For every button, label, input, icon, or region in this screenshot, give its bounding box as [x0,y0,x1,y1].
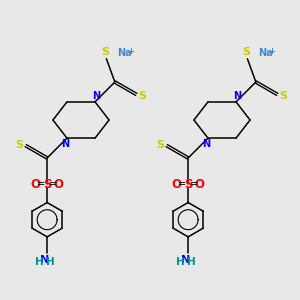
Text: =: = [178,179,187,189]
Text: N: N [202,139,211,149]
Text: H: H [35,257,44,267]
Text: S: S [43,178,51,191]
Text: N: N [61,139,70,149]
Text: H: H [176,257,185,267]
Text: S: S [280,91,288,101]
Text: +: + [127,47,134,56]
Text: O: O [31,178,41,191]
Text: S: S [15,140,23,150]
Text: S: S [101,47,109,57]
Text: H: H [188,257,196,267]
Text: O: O [194,178,205,191]
Text: =: = [190,179,198,189]
Text: S: S [156,140,164,150]
Text: N: N [181,255,190,265]
Text: O: O [172,178,182,191]
Text: =: = [49,179,57,189]
Text: Na: Na [117,48,131,59]
Text: O: O [53,178,64,191]
Text: N: N [92,91,101,101]
Text: N: N [233,91,242,101]
Text: =: = [38,179,46,189]
Text: S: S [139,91,147,101]
Text: +: + [268,47,275,56]
Text: N: N [40,255,50,265]
Text: S: S [242,47,250,57]
Text: H: H [46,257,55,267]
Text: Na: Na [258,48,272,59]
Text: S: S [184,178,192,191]
